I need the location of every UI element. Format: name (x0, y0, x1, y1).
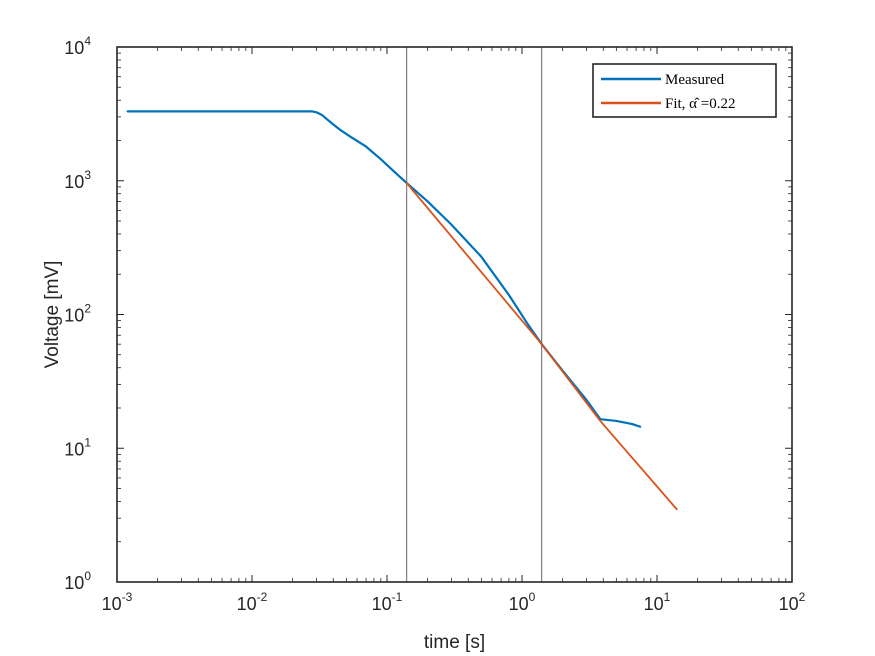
x-tick-label: 100 (509, 590, 536, 614)
series-measured-line (126, 110, 642, 428)
legend-label-measured: Measured (665, 72, 725, 88)
series-layer (126, 110, 678, 511)
x-tick-label: 101 (644, 590, 671, 614)
axes-frame (116, 46, 793, 583)
legend: Measured Fit, α̂ =0.22 (592, 63, 777, 118)
legend-label-fit: Fit, α̂ =0.22 (665, 96, 736, 112)
y-tick-label: 103 (64, 168, 91, 192)
plot-area (117, 47, 792, 582)
x-tick-label: 10-1 (372, 590, 403, 614)
series-fit-line (405, 182, 678, 511)
y-axis-label: Voltage [mV] (42, 261, 63, 369)
y-tick-label: 104 (64, 34, 91, 58)
x-tick-label: 10-3 (102, 590, 133, 614)
y-tick-label: 100 (64, 569, 91, 593)
y-tick-label: 101 (64, 435, 91, 459)
y-tick-label: 102 (64, 302, 91, 326)
y-tick-labels: 100 101 102 103 104 (64, 34, 91, 593)
vertical-marker-lines (406, 47, 543, 582)
x-tick-label: 10-2 (237, 590, 268, 614)
x-tick-labels: 10-3 10-2 10-1 100 101 102 (102, 590, 806, 614)
x-axis-label: time [s] (424, 632, 485, 653)
x-tick-label: 102 (779, 590, 806, 614)
legend-box (592, 63, 777, 118)
